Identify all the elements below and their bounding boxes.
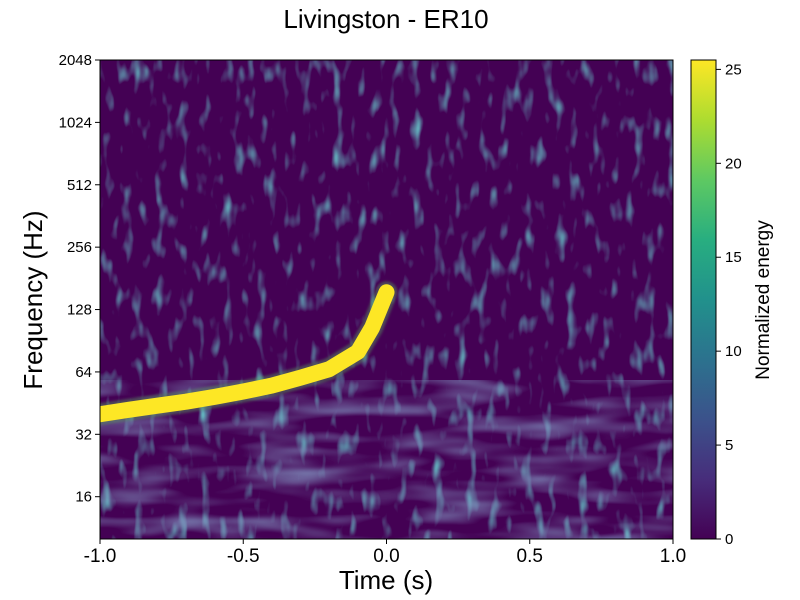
- x-axis: -1.0 -0.5 0.0 0.5 1.0: [84, 539, 686, 567]
- colorbar-tick-label: 10: [725, 343, 742, 360]
- colorbar-gradient: [690, 59, 717, 540]
- colorbar-tick-label: 25: [725, 61, 742, 78]
- colorbar-tick-label: 0: [725, 531, 733, 548]
- x-tick-label: 0.0: [373, 546, 399, 567]
- y-axis-label: Frequency (Hz): [18, 210, 48, 389]
- plot-area: [100, 60, 673, 539]
- colorbar-tick-label: 20: [725, 155, 742, 172]
- y-tick-label: 128: [67, 302, 92, 319]
- y-tick-label: 1024: [59, 114, 92, 131]
- x-tick-label: -0.5: [227, 546, 260, 567]
- x-tick-label: -1.0: [84, 546, 117, 567]
- colorbar-tick-label: 5: [725, 437, 733, 454]
- colorbar-ticks: 0 5 10 15 20 25: [716, 61, 742, 548]
- x-tick-label: 0.5: [517, 546, 543, 567]
- chirp-track: [100, 284, 395, 423]
- colorbar: 0 5 10 15 20 25 Normalized energy: [690, 59, 774, 548]
- y-tick-label: 16: [75, 489, 92, 506]
- y-tick-label: 256: [67, 239, 92, 256]
- y-tick-label: 2048: [59, 52, 92, 69]
- colorbar-tick-label: 15: [725, 249, 742, 266]
- chart-title: Livingston - ER10: [283, 4, 488, 34]
- x-axis-label: Time (s): [339, 565, 433, 595]
- colorbar-label: Normalized energy: [753, 220, 774, 380]
- y-axis: 16 32 64 128 256 512 1024 2048: [59, 52, 100, 506]
- y-tick-label: 512: [67, 177, 92, 194]
- y-tick-label: 32: [75, 426, 92, 443]
- y-tick-label: 64: [75, 364, 92, 381]
- x-tick-label: 1.0: [660, 546, 686, 567]
